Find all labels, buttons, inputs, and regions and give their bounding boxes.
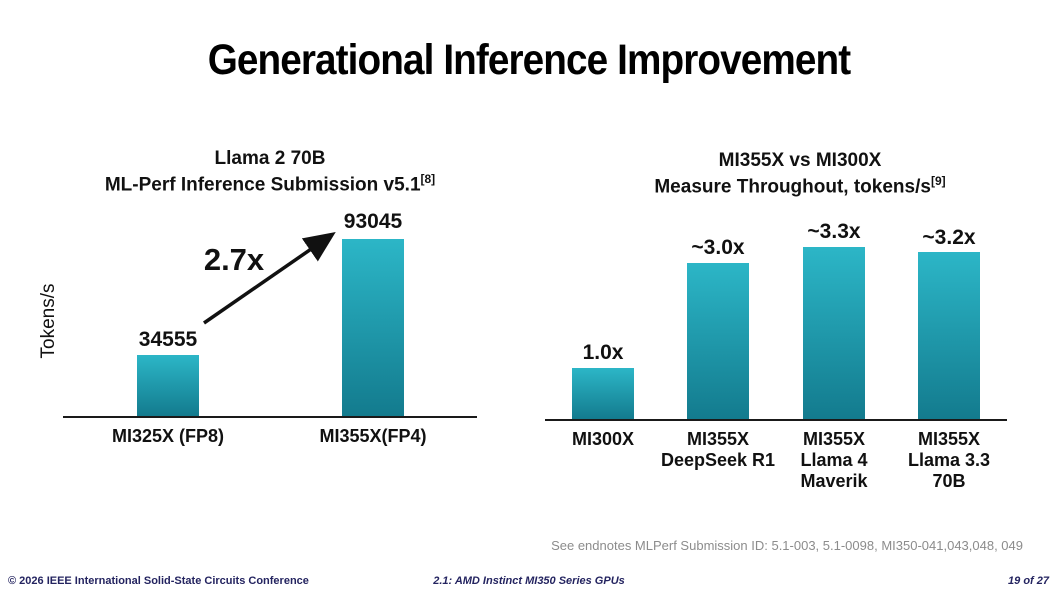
right-chart-title-line2: Measure Throughout, tokens/s[9] [654,174,946,198]
bar-mi300x [572,368,634,419]
left-chart-title-reference: [8] [420,172,436,186]
value-label-mi325x: 34555 [138,328,198,351]
category-label-mi325x: MI325X (FP8) [111,426,225,446]
footer-session-title: 2.1: AMD Instinct MI350 Series GPUs [433,575,625,587]
bar-mi355x-deepseek [687,263,749,419]
value-label-llama4: ~3.3x [807,220,861,243]
slide-title: Generational Inference Improvement [207,36,851,84]
category-label-llama4: MI355X Llama 4 Maverik [800,429,868,491]
endnotes-reference: See endnotes MLPerf Submission ID: 5.1-0… [551,538,1023,553]
category-label-deepseek: MI355X DeepSeek R1 [660,429,776,470]
growth-multiplier-label: 2.7x [203,242,265,277]
value-label-llama33: ~3.2x [922,226,976,249]
right-chart-x-axis [545,419,1007,421]
category-label-llama33: MI355X Llama 3.3 70B [907,429,991,491]
right-chart: MI355X vs MI300X Measure Throughout, tok… [529,0,1058,594]
category-label-mi355x: MI355X(FP4) [319,426,427,446]
right-chart-title: MI355X vs MI300X Measure Throughout, tok… [570,150,1030,197]
footer-conference-name: © 2026 IEEE International Solid-State Ci… [8,575,309,587]
category-label-mi300x: MI300X [571,429,635,449]
left-chart-title: Llama 2 70B ML-Perf Inference Submission… [40,148,500,195]
bar-mi355x-llama4 [803,247,865,419]
left-chart-y-axis-label: Tokens/s [38,283,59,359]
right-chart-title-reference: [9] [930,174,946,188]
left-chart-title-line2: ML-Perf Inference Submission v5.1[8] [104,172,436,196]
right-chart-title-line1: MI355X vs MI300X [718,150,882,171]
bar-mi355x-fp4 [342,239,404,416]
value-label-mi355x: 93045 [343,210,403,233]
left-chart-title-line1: Llama 2 70B [214,148,326,169]
left-chart: Llama 2 70B ML-Perf Inference Submission… [38,148,500,446]
growth-arrow-icon [203,232,336,325]
slide-footer: © 2026 IEEE International Solid-State Ci… [0,573,1058,589]
value-label-deepseek: ~3.0x [691,236,745,259]
bar-mi355x-llama33 [918,252,980,419]
footer-page-number: 19 of 27 [1008,575,1049,587]
value-label-mi300x: 1.0x [582,341,624,364]
bar-mi325x-fp8 [137,355,199,416]
slide-title-container: Generational Inference Improvement [0,36,1058,85]
left-chart-x-axis [63,416,477,418]
